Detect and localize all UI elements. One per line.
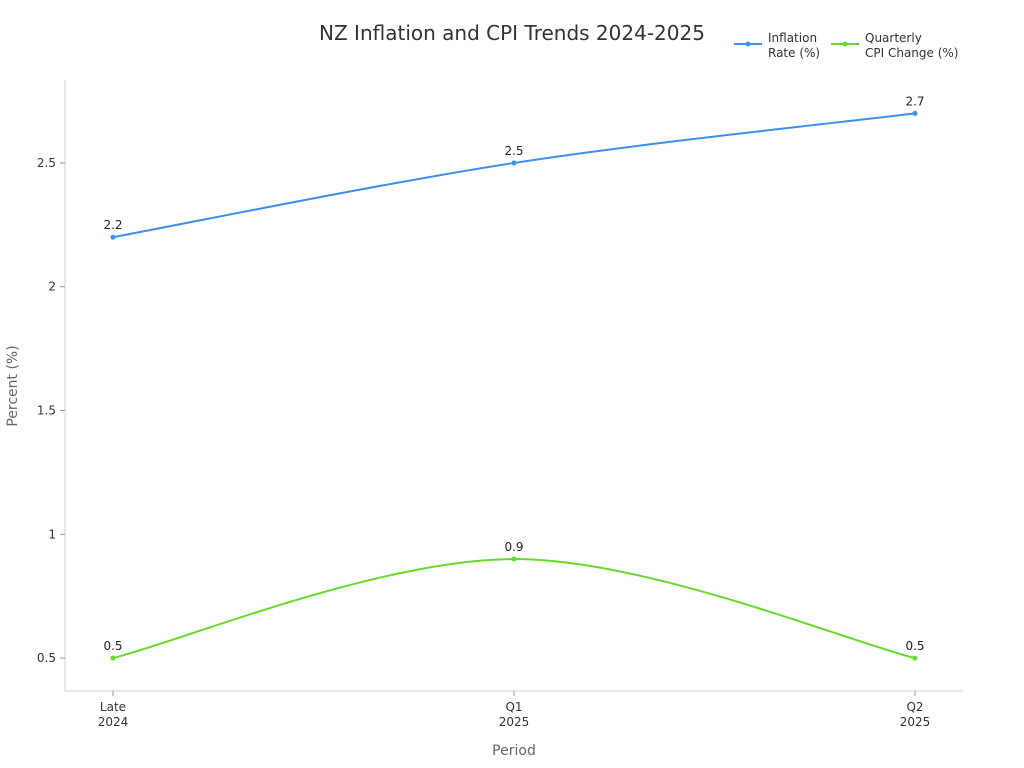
data-point	[511, 556, 517, 562]
series-line-1	[112, 558, 916, 660]
data-point	[912, 655, 918, 661]
y-tick-label: 1	[48, 527, 56, 541]
legend: Inflation Rate (%) Quarterly CPI Change (%)	[734, 31, 959, 60]
y-tick-label: 1.5	[37, 404, 56, 418]
data-label: 2.5	[504, 144, 523, 158]
data-point	[110, 655, 116, 661]
series-line-0	[112, 112, 916, 239]
y-tick-label: 2	[48, 280, 56, 294]
x-tick-label: Late 2024	[98, 700, 129, 729]
data-label: 2.7	[905, 94, 924, 108]
data-point	[511, 160, 517, 166]
y-tick-label: 2.5	[37, 156, 56, 170]
data-point	[110, 234, 116, 240]
x-axis-label: Period	[492, 743, 536, 759]
chart-title: NZ Inflation and CPI Trends 2024-2025	[319, 21, 705, 45]
legend-label: Inflation Rate (%)	[768, 31, 820, 60]
x-tick-label: Q2 2025	[900, 700, 931, 729]
x-tick-label: Q1 2025	[499, 700, 530, 729]
legend-label: Quarterly CPI Change (%)	[865, 31, 959, 60]
legend-marker	[842, 41, 848, 47]
data-label: 2.2	[103, 218, 122, 232]
y-tick-label: 0.5	[37, 651, 56, 665]
data-label: 0.9	[504, 540, 523, 554]
data-label: 0.5	[103, 639, 122, 653]
y-axis-label: Percent (%)	[5, 345, 21, 426]
data-label: 0.5	[905, 639, 924, 653]
data-point	[912, 110, 918, 116]
legend-marker	[745, 41, 751, 47]
